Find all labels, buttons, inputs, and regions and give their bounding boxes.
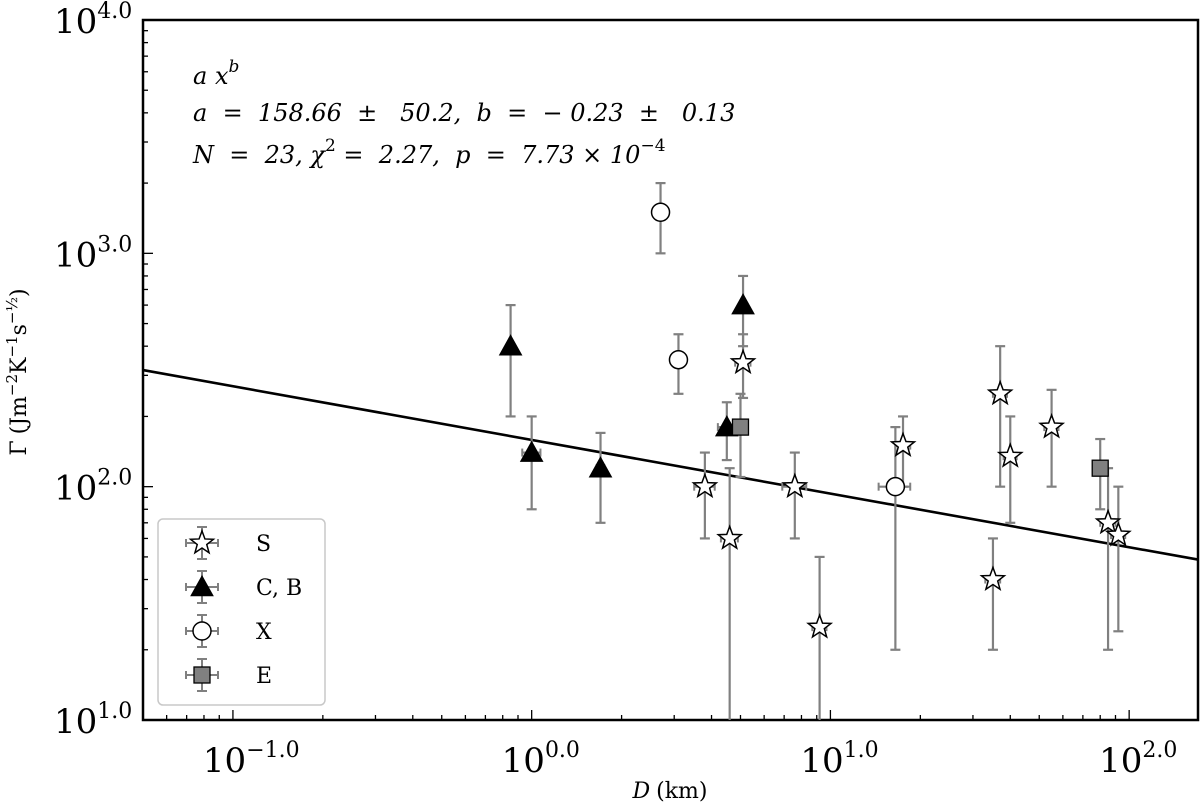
- y-tick-label: 102.0: [54, 466, 132, 509]
- legend-marker-triangle: [190, 574, 214, 597]
- errorbar-triangle: [505, 303, 516, 418]
- data-point-star: [986, 379, 1014, 406]
- legend-label: S: [256, 532, 271, 557]
- axis-ticks: 10−1.0 100.0 101.0 102.0 101.0 102.0 103.0 104.…: [54, 0, 1177, 781]
- data-point-star: [781, 472, 809, 499]
- data-point-star: [1094, 508, 1122, 535]
- plot-area: [141, 18, 1200, 722]
- errorbar-circle: [877, 426, 912, 651]
- legend-label: C, B: [256, 576, 302, 601]
- svg-text:D(km): D (km): [632, 779, 708, 804]
- annotation-line-3: N = 23, χ2 = 2.27, p = 7.73 × 10−4: [192, 136, 666, 169]
- data-point-circle: [668, 349, 689, 370]
- data-markers: [498, 202, 1132, 639]
- y-tick-label: 104.0: [54, 0, 132, 42]
- legend: S C, B XE: [157, 518, 326, 706]
- annotation-line-1: a xb: [193, 57, 239, 90]
- errorbar-triangle: [521, 415, 542, 511]
- fit-annotation: a xb a = 158.66 ± 50.2, b = − 0.23 ± 0.1…: [192, 57, 735, 169]
- data-point-circle: [650, 202, 671, 222]
- errorbar-star: [1110, 485, 1127, 633]
- legend-entry-CB: C, B: [185, 570, 302, 604]
- errorbar-star: [1002, 415, 1018, 524]
- data-point-triangle: [498, 334, 523, 356]
- svg-text:Γ(Jm−2K−1s−½): Γ(Jm−2K−1s−½): [3, 288, 32, 455]
- legend-entry-S: S: [185, 526, 271, 560]
- x-tick-label: 100.0: [502, 738, 580, 781]
- data-point-square: [731, 418, 750, 436]
- fit-line: [142, 368, 1199, 561]
- data-point-star: [1104, 520, 1132, 547]
- annotation-line-2: a = 158.66 ± 50.2, b = − 0.23 ± 0.13: [193, 99, 735, 127]
- x-tick-label: 101.0: [800, 738, 878, 781]
- legend-label: X: [256, 620, 272, 645]
- legend-marker-square: [193, 666, 211, 684]
- errorbar-star: [1099, 467, 1117, 651]
- data-point-star: [729, 348, 757, 375]
- x-tick-label: 10−1.0: [203, 738, 300, 781]
- x-tick-label: 102.0: [1099, 738, 1177, 781]
- data-point-star: [691, 472, 719, 499]
- data-point-triangle: [519, 440, 544, 462]
- data-point-circle: [885, 476, 906, 497]
- data-point-triangle: [731, 293, 755, 315]
- data-point-star: [889, 431, 917, 458]
- legend-marker-star: [188, 528, 216, 555]
- data-point-square: [1091, 459, 1109, 477]
- legend-entry-E: E: [185, 658, 272, 692]
- y-tick-label: 103.0: [54, 232, 132, 275]
- data-point-triangle: [588, 456, 613, 478]
- errorbar-star: [781, 451, 808, 540]
- errorbar-star: [811, 555, 828, 720]
- errorbar-star: [1043, 388, 1060, 488]
- errorbar-star: [984, 537, 1002, 651]
- data-point-star: [1038, 412, 1066, 439]
- legend-marker-circle: [192, 621, 212, 641]
- legend-entry-X: X: [185, 614, 272, 648]
- y-tick-label: 101.0: [54, 699, 132, 742]
- data-point-star: [979, 565, 1007, 591]
- data-point-star: [996, 442, 1024, 468]
- data-point-star: [716, 524, 744, 550]
- x-axis-label: D (km): [632, 779, 708, 804]
- legend-box: [157, 518, 326, 706]
- errorbar-star: [719, 467, 739, 720]
- fit-line-group: [142, 368, 1199, 561]
- errorbar-triangle: [595, 431, 606, 524]
- y-axis-label: Γ(Jm−2K−1s−½): [3, 288, 32, 455]
- plot-frame: [141, 18, 1200, 722]
- legend-label: E: [256, 664, 272, 689]
- data-point-star: [806, 612, 834, 639]
